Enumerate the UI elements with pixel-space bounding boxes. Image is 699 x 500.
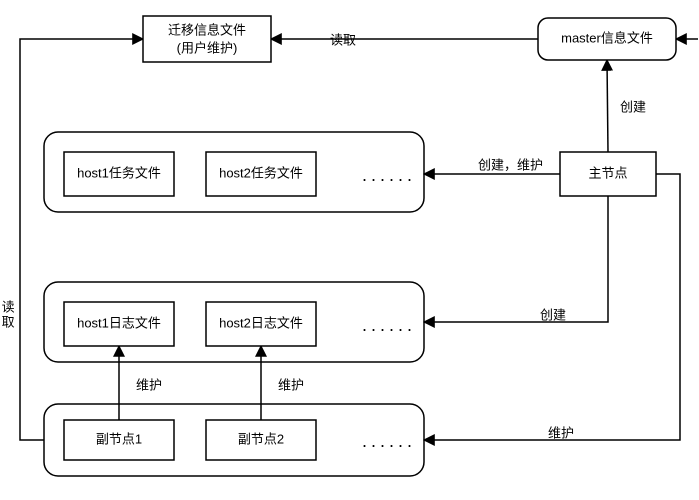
log-dots: ......	[362, 315, 416, 335]
task-host2: host2任务文件	[206, 152, 316, 196]
edge-label-maintain-log2: 维护	[278, 377, 304, 392]
master-info-file: master信息文件	[538, 18, 676, 60]
log-host1-label: host1日志文件	[77, 315, 161, 330]
edge-label-maintain-log1: 维护	[136, 377, 162, 392]
slave-node-1: 副节点1	[64, 420, 174, 460]
task-host1: host1任务文件	[64, 152, 174, 196]
task-host1-label: host1任务文件	[77, 165, 161, 180]
task-dots: ......	[362, 165, 416, 185]
log-host1: host1日志文件	[64, 302, 174, 346]
edge-master-to-logs	[424, 196, 608, 322]
log-host2-label: host2日志文件	[219, 315, 303, 330]
migration-file: 迁移信息文件 (用户维护)	[143, 16, 271, 62]
master-info-file-label: master信息文件	[561, 30, 653, 45]
edge-label-read-mig: 读取	[330, 32, 356, 47]
slave-dots: ......	[362, 431, 416, 451]
edge-slaves-read-mig	[20, 39, 143, 440]
edge-master-to-info	[607, 60, 608, 152]
slave-node-1-label: 副节点1	[96, 431, 142, 446]
task-host2-label: host2任务文件	[219, 165, 303, 180]
edge-label-read-mig-slaves: 读取	[0, 300, 15, 330]
edge-label-create-tasks: 创建，维护	[478, 157, 543, 172]
slave-node-2: 副节点2	[206, 420, 316, 460]
edge-label-create-info: 创建	[620, 99, 646, 114]
migration-file-label2: (用户维护)	[177, 40, 238, 55]
master-node-label: 主节点	[588, 165, 627, 180]
edge-label-create-logs: 创建	[540, 307, 566, 322]
log-host2: host2日志文件	[206, 302, 316, 346]
slave-node-2-label: 副节点2	[238, 431, 284, 446]
migration-file-label1: 迁移信息文件	[168, 22, 246, 37]
edge-label-maintain-slaves: 维护	[548, 425, 574, 440]
master-node: 主节点	[560, 152, 656, 196]
